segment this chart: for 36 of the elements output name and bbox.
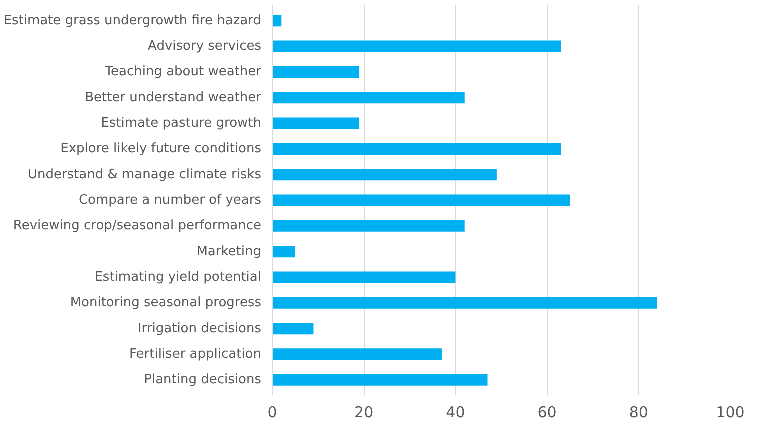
- x-tick-label: 100: [716, 404, 745, 422]
- x-tick-label: 60: [538, 404, 557, 422]
- y-tick-label: Better understand weather: [85, 90, 262, 106]
- bar: [272, 92, 465, 104]
- y-tick-label: Compare a number of years: [78, 193, 262, 208]
- bar: [272, 15, 282, 27]
- x-tick-label: 20: [354, 404, 374, 422]
- y-tick-label: Explore likely future conditions: [60, 142, 262, 157]
- x-tick-label: 0: [268, 404, 278, 422]
- bar: [272, 66, 360, 78]
- y-tick-label: Teaching about weather: [104, 64, 262, 80]
- y-tick-label: Planting decisions: [144, 372, 262, 388]
- bar: [272, 374, 488, 386]
- y-tick-label: Marketing: [196, 244, 262, 260]
- bar: [272, 323, 314, 335]
- y-tick-label: Estimate grass undergrowth fire hazard: [4, 13, 262, 28]
- y-tick-label: Understand & manage climate risks: [28, 167, 262, 182]
- bar: [272, 220, 465, 232]
- bar: [272, 297, 658, 309]
- y-tick-label: Estimating yield potential: [94, 270, 262, 285]
- y-tick-label: Reviewing crop/seasonal performance: [13, 218, 262, 234]
- y-tick-label: Advisory services: [148, 39, 262, 54]
- bar: [272, 169, 497, 181]
- bar: [272, 348, 442, 360]
- y-tick-label: Irrigation decisions: [138, 321, 262, 336]
- bar: [272, 40, 562, 52]
- y-tick-label: Monitoring seasonal progress: [70, 296, 262, 311]
- x-tick-label: 40: [446, 404, 466, 422]
- bar: [272, 143, 562, 155]
- y-tick-label: Estimate pasture growth: [101, 116, 262, 132]
- y-tick-label: Fertiliser application: [130, 346, 262, 362]
- bar: [272, 246, 296, 258]
- bar: [272, 272, 456, 284]
- bar: [272, 194, 570, 206]
- x-tick-label: 80: [629, 404, 648, 422]
- bar: [272, 118, 360, 130]
